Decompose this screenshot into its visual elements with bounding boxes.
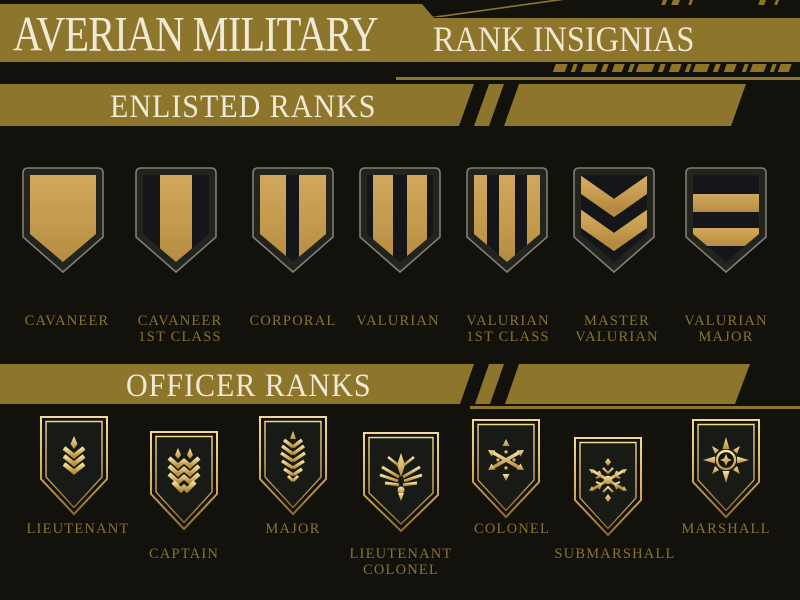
badge-corporal xyxy=(252,167,334,274)
rank-label-line: LIEUTENANT xyxy=(26,521,130,537)
rank-label-line: 1ST CLASS xyxy=(138,329,222,345)
rank-label-line: COLONEL xyxy=(362,562,440,578)
badge-submarshall xyxy=(574,437,642,537)
rank-label: SUBMARSHALL xyxy=(547,546,683,562)
rank-label: CAVANEER xyxy=(0,313,135,329)
palm-spray-icon xyxy=(379,453,423,501)
rank-label: CAVANEER 1ST CLASS xyxy=(112,313,248,345)
badge-valurian xyxy=(359,167,441,274)
rank-label: MAJOR xyxy=(225,521,361,537)
rank-label-line: COLONEL xyxy=(473,521,551,537)
rank-label-line: MASTER xyxy=(583,313,650,329)
rank-label: MARSHALL xyxy=(658,521,794,537)
title-secondary: RANK INSIGNIAS xyxy=(433,20,695,60)
enlisted-ranks-header: ENLISTED RANKS xyxy=(110,89,377,125)
snowflake-icon xyxy=(589,458,627,502)
badge-lieutenant-colonel xyxy=(363,432,439,533)
badge-valurian-1st-class xyxy=(466,167,548,274)
badge-cavaneer xyxy=(22,167,104,274)
rank-label: CAPTAIN xyxy=(116,546,252,562)
enlisted-band xyxy=(0,84,746,126)
title-banner-decoration xyxy=(0,0,800,72)
band-slash xyxy=(490,364,519,404)
leaf-sprig-icon xyxy=(62,436,86,475)
rank-label: COLONEL xyxy=(444,521,580,537)
enlisted-band-overline xyxy=(396,77,800,80)
rank-label-line: CORPORAL xyxy=(249,313,337,329)
band-slash xyxy=(460,364,489,404)
badge-colonel xyxy=(472,419,540,519)
enlisted-band-shape xyxy=(0,84,746,126)
badge-cavaneer-1st-class xyxy=(135,167,217,274)
rank-label-line: MAJOR xyxy=(698,329,754,345)
title-band xyxy=(0,4,800,62)
rank-label-line: VALURIAN xyxy=(684,313,768,329)
badge-lieutenant xyxy=(40,416,108,516)
band-slash xyxy=(459,84,489,126)
rank-label: LIEUTENANT COLONEL xyxy=(333,546,469,578)
rank-label-line: VALURIAN xyxy=(466,313,550,329)
officer-band xyxy=(0,364,750,404)
rank-label: VALURIAN MAJOR xyxy=(658,313,794,345)
rank-label-line: CAVANEER xyxy=(137,313,223,329)
officer-band-underline xyxy=(470,406,800,409)
rank-label-line: MAJOR xyxy=(265,521,321,537)
rank-label-line: MARSHALL xyxy=(681,521,771,537)
badge-master-valurian xyxy=(573,167,655,274)
officer-band-shape xyxy=(0,364,750,404)
rank-label-line: CAPTAIN xyxy=(148,546,220,562)
rank-label: CORPORAL xyxy=(225,313,361,329)
rank-label-line: CAVANEER xyxy=(24,313,110,329)
rank-label: MASTER VALURIAN xyxy=(549,313,685,345)
title-hatch-marks xyxy=(552,0,792,72)
rank-label-line: 1ST CLASS xyxy=(466,329,550,345)
rank-label-line: VALURIAN xyxy=(575,329,659,345)
two-gold-stripes-icon xyxy=(367,175,433,262)
rank-label-line: VALURIAN xyxy=(356,313,440,329)
band-slash xyxy=(489,84,519,126)
six-point-star-icon xyxy=(488,439,524,481)
title-primary: AVERIAN MILITARY xyxy=(13,6,379,62)
rank-label-line: SUBMARSHALL xyxy=(554,546,676,562)
badge-major xyxy=(259,416,327,516)
officer-ranks-header: OFFICER RANKS xyxy=(126,368,372,404)
rank-label: VALURIAN xyxy=(330,313,466,329)
double-leaf-sprig-icon xyxy=(167,448,201,494)
large-leaf-icon xyxy=(280,431,306,483)
rank-label: VALURIAN 1ST CLASS xyxy=(440,313,576,345)
rank-label-line: LIEUTENANT xyxy=(349,546,453,562)
badge-marshall xyxy=(692,419,760,519)
sunburst-medallion-icon xyxy=(703,437,749,483)
badge-captain xyxy=(150,431,218,531)
badge-valurian-major xyxy=(685,167,767,274)
title-diagonal-streak xyxy=(430,0,564,17)
rank-label: LIEUTENANT xyxy=(10,521,146,537)
